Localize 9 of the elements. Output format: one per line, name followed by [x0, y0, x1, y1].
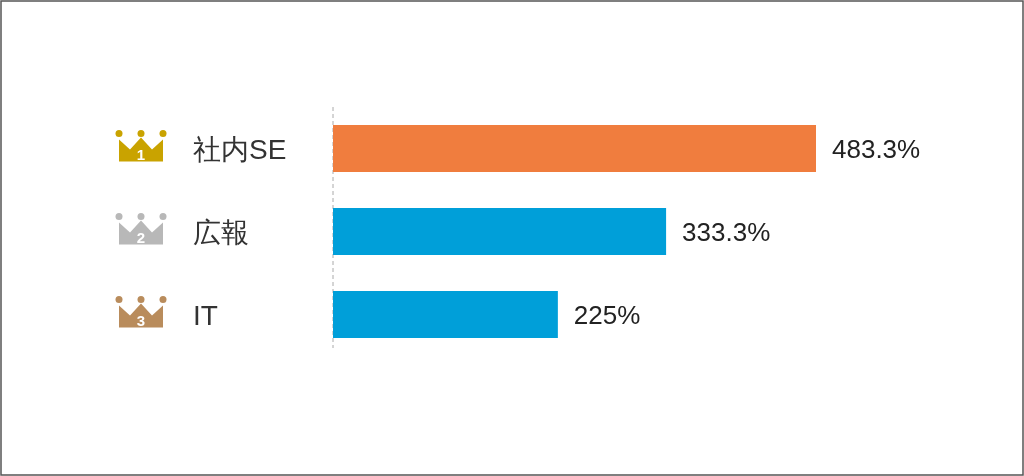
y-tick-label: 広報 — [193, 216, 249, 248]
data-label: 483.3% — [832, 133, 921, 164]
y-tick-label: IT — [193, 299, 218, 331]
text: 3 — [136, 311, 146, 329]
text: 1 — [136, 145, 146, 163]
data-label: 333.3% — [682, 216, 771, 247]
data-label: 225% — [573, 299, 641, 330]
y-tick-label: 社内SE — [193, 133, 287, 165]
text: 2 — [136, 228, 146, 246]
